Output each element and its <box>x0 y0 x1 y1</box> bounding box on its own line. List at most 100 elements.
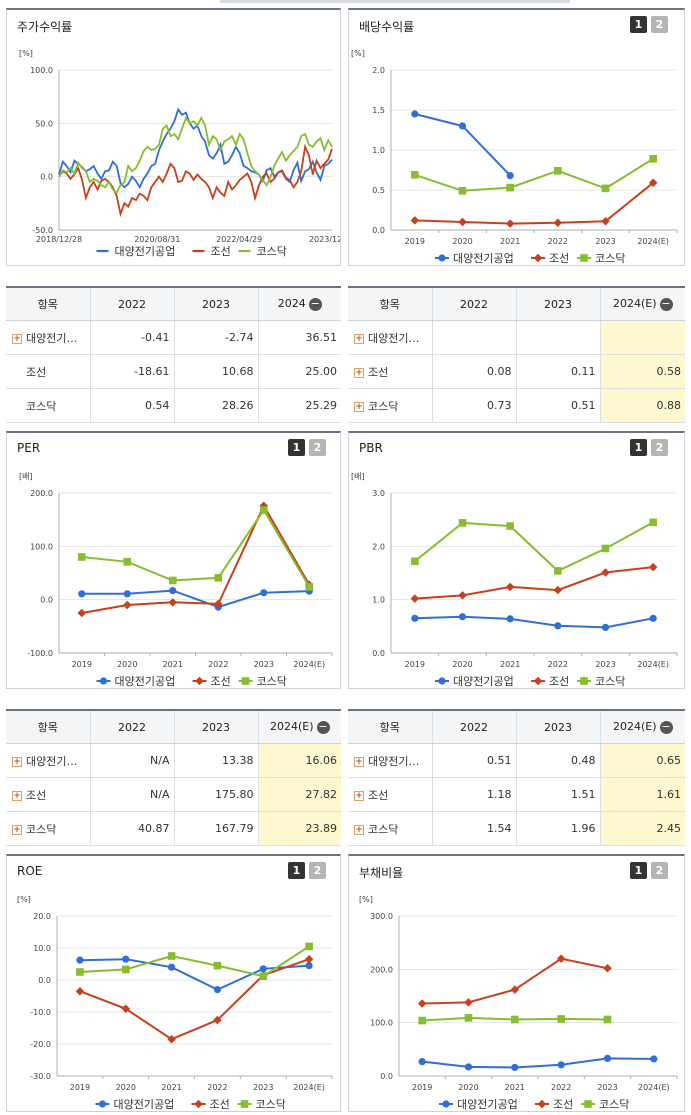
panel-div: 배당수익률 1 2 [%] 2.0 1.5 1.0 0.5 0.0 2019 2020 2021… <box>348 8 685 266</box>
row-label: 조선 <box>368 365 389 379</box>
collapse-icon[interactable]: − <box>659 296 673 311</box>
cell: 0.51 <box>515 388 600 423</box>
col-header: 2023 <box>515 286 600 321</box>
data-point <box>410 216 420 225</box>
page-1-button[interactable]: 1 <box>288 439 305 456</box>
expand-icon[interactable]: + <box>354 401 364 412</box>
cell: 13.38 <box>173 743 258 778</box>
x-tick-label: 2021 <box>500 237 520 246</box>
expand-icon[interactable]: + <box>12 333 22 344</box>
expand-icon[interactable]: + <box>354 333 364 344</box>
collapse-icon[interactable]: − <box>659 719 673 734</box>
panel-per: PER 1 2 [배] 200.0 100.0 0.0 -100.0 2019 2020 20… <box>6 431 341 689</box>
page-2-button[interactable]: 2 <box>309 862 326 879</box>
series-line <box>58 107 333 190</box>
expand-icon[interactable]: + <box>12 756 22 767</box>
x-tick-label: 2022 <box>548 237 568 246</box>
row-label: 대양전기… <box>26 331 78 345</box>
data-point <box>169 587 177 595</box>
expand-icon[interactable]: + <box>354 824 364 835</box>
page-2-button[interactable]: 2 <box>651 439 668 456</box>
expand-icon[interactable]: + <box>354 790 364 801</box>
row-label: 대양전기… <box>368 754 420 768</box>
data-point <box>75 986 85 996</box>
x-tick-label: 2024(E) <box>637 660 669 669</box>
col-header: 2022 <box>431 286 516 321</box>
cell: 25.00 <box>257 354 341 389</box>
data-point <box>554 167 562 175</box>
legend-label: 코스닥 <box>595 675 625 688</box>
legend-item: 코스닥 <box>238 245 287 258</box>
panel-debt: 부채비율 1 2 [%] 300.0 200.0 100.0 0.0 2019 2020 20… <box>348 854 685 1112</box>
cell: 0.08 <box>431 354 516 389</box>
legend-label: 대양전기공업 <box>114 1098 175 1111</box>
table-row: + 코스닥 40.87 167.79 23.89 <box>6 811 341 846</box>
table-row: + 대양전기… <box>348 320 685 355</box>
pager: 1 2 <box>630 862 668 879</box>
data-point <box>506 522 514 530</box>
row-label: 코스닥 <box>368 822 399 836</box>
page-2-button[interactable]: 2 <box>651 862 668 879</box>
cell: 23.89 <box>257 811 341 846</box>
page-1-button[interactable]: 1 <box>288 862 305 879</box>
cell: 10.68 <box>173 354 258 389</box>
series-line <box>81 503 311 614</box>
series-1 <box>76 955 313 994</box>
data-point <box>557 1061 565 1069</box>
expand-icon[interactable]: + <box>354 756 364 767</box>
legend-label: 코스닥 <box>257 245 287 258</box>
x-tick-label: 2023 <box>597 1083 617 1092</box>
x-tick-label: 2022 <box>551 1083 571 1092</box>
data-point <box>554 622 562 630</box>
data-point <box>648 178 658 188</box>
page-2-button[interactable]: 2 <box>651 16 668 33</box>
x-tick-label: 2021 <box>500 660 520 669</box>
data-point <box>123 590 131 598</box>
panel-title: ROE <box>17 864 43 878</box>
page-1-button[interactable]: 1 <box>630 16 647 33</box>
data-point <box>305 942 313 951</box>
x-tick-label: 2019 <box>70 1083 90 1092</box>
data-point <box>418 1016 426 1025</box>
expand-icon[interactable]: + <box>354 367 364 378</box>
legend-label: 코스닥 <box>595 252 625 265</box>
col-header: 2023 <box>173 286 258 321</box>
data-point <box>506 183 514 192</box>
data-point <box>168 598 177 607</box>
page-1-button[interactable]: 1 <box>630 439 647 456</box>
stock-return-table: 항목 2022 2023 2024− + 대양전기… -0.41 -2.74 36… <box>6 286 341 423</box>
col-header: 2023 <box>173 709 258 744</box>
expand-icon[interactable]: + <box>12 790 22 801</box>
row-label: 대양전기… <box>26 754 78 768</box>
cell: 1.18 <box>431 777 516 812</box>
legend-label: 조선 <box>549 675 569 688</box>
cell: 2.45 <box>599 811 685 846</box>
cell: 175.80 <box>173 777 258 812</box>
series-2 <box>417 954 612 1008</box>
data-point <box>649 614 657 622</box>
page-1-button[interactable]: 1 <box>630 862 647 879</box>
cell: 1.54 <box>431 811 516 846</box>
data-point <box>411 110 419 118</box>
expand-icon[interactable]: + <box>12 824 22 835</box>
data-point <box>195 676 204 686</box>
cell: 1.61 <box>599 777 685 812</box>
data-point <box>438 254 446 262</box>
cell <box>515 320 600 355</box>
row-label-cell: + 조선 <box>348 354 432 389</box>
collapse-icon[interactable]: − <box>308 296 322 311</box>
data-point <box>505 582 515 592</box>
data-point <box>411 614 419 622</box>
series-line <box>422 1057 654 1069</box>
col-header-2024e: 2024(E) − <box>599 286 685 321</box>
data-point <box>417 999 427 1008</box>
unit-label: [배] <box>351 472 365 481</box>
col-header-2024e: 2024(E) − <box>257 709 341 744</box>
page-2-button[interactable]: 2 <box>309 439 326 456</box>
series-line <box>79 945 310 978</box>
data-point <box>259 506 268 514</box>
series-3 <box>411 518 657 575</box>
data-point <box>259 965 267 973</box>
collapse-icon[interactable]: − <box>316 719 330 734</box>
